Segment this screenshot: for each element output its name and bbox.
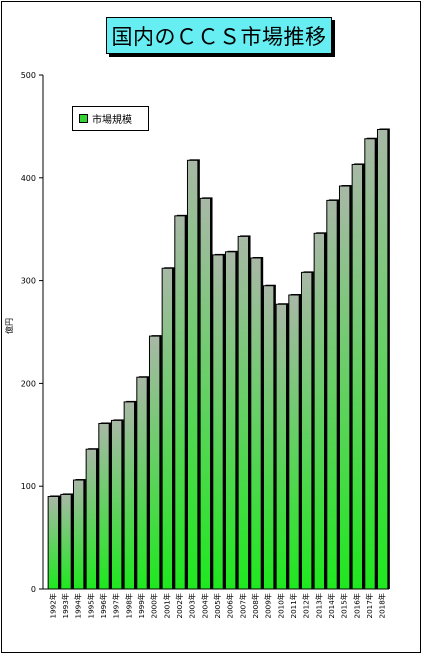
x-tick-label: 2012年 <box>302 593 311 618</box>
bar <box>313 232 326 590</box>
legend: 市場規模 <box>72 106 149 131</box>
bar <box>351 163 364 590</box>
x-tick-label: 1995年 <box>86 593 95 618</box>
bar <box>98 422 110 590</box>
bar <box>123 401 136 590</box>
chart-title: 国内のＣＣＳ市場推移 <box>106 17 332 54</box>
y-tick-label: 500 <box>21 71 36 80</box>
bar <box>250 257 262 590</box>
y-tick-label: 100 <box>21 482 36 491</box>
x-tick-label: 1999年 <box>137 593 146 618</box>
x-tick-label: 2002年 <box>175 593 184 618</box>
y-tick-labels: 0 100 200 300 400 500 <box>21 71 36 594</box>
x-tick-label: 1994年 <box>74 593 83 618</box>
bar <box>110 419 123 590</box>
x-tick-label: 2003年 <box>188 593 197 618</box>
bar <box>376 128 389 590</box>
bars <box>47 128 390 590</box>
bar <box>338 185 351 590</box>
bar <box>148 335 161 590</box>
x-tick-label: 1992年 <box>48 593 57 618</box>
bar <box>186 159 199 590</box>
x-tick-label: 2009年 <box>264 593 273 618</box>
bar <box>136 376 148 590</box>
x-tick-label: 2001年 <box>162 593 171 618</box>
legend-label: 市場規模 <box>92 115 132 126</box>
bar <box>237 235 250 590</box>
y-axis-label: 億円 <box>4 318 14 334</box>
bar <box>212 254 224 590</box>
x-tick-label: 1996年 <box>99 593 108 618</box>
x-tick-label: 2010年 <box>276 593 285 618</box>
bar <box>262 285 275 590</box>
x-tick-label: 2011年 <box>289 593 298 618</box>
bar <box>85 448 98 590</box>
bar <box>275 303 288 590</box>
x-tick-label: 2005年 <box>213 593 222 618</box>
x-tick-label: 2000年 <box>150 593 159 618</box>
x-tick-label: 2016年 <box>352 593 361 618</box>
bar <box>72 479 85 590</box>
x-tick-label: 1997年 <box>112 593 121 618</box>
x-tick-label: 2015年 <box>340 593 349 618</box>
x-tick-label: 2018年 <box>378 593 387 618</box>
bar <box>161 267 174 590</box>
bar <box>47 495 60 590</box>
bar <box>300 271 313 590</box>
x-tick-label: 2017年 <box>365 593 374 618</box>
x-tick-label: 2007年 <box>238 593 247 618</box>
y-tick-label: 400 <box>21 174 36 183</box>
x-tick-label: 1993年 <box>61 593 70 618</box>
x-tick-label: 2006年 <box>226 593 235 618</box>
x-tick-labels: 1992年 1993年 1994年 1995年 1996年 1997年 1998年 1999年… <box>48 593 386 618</box>
x-tick-label: 2008年 <box>251 593 260 618</box>
x-tick-label: 2013年 <box>314 593 323 618</box>
x-tick-label: 2014年 <box>327 593 336 618</box>
legend-swatch <box>79 114 88 123</box>
bar <box>326 199 338 590</box>
x-tick-label: 1998年 <box>124 593 133 618</box>
bar <box>60 493 72 590</box>
x-tick-label: 2004年 <box>200 593 209 618</box>
bar <box>224 251 237 590</box>
y-tick-label: 300 <box>21 277 36 286</box>
bar <box>174 215 186 590</box>
y-tick-label: 0 <box>31 585 36 594</box>
y-tick-label: 200 <box>21 379 36 388</box>
bar <box>199 197 212 590</box>
bar <box>364 138 376 590</box>
bar <box>288 294 300 590</box>
